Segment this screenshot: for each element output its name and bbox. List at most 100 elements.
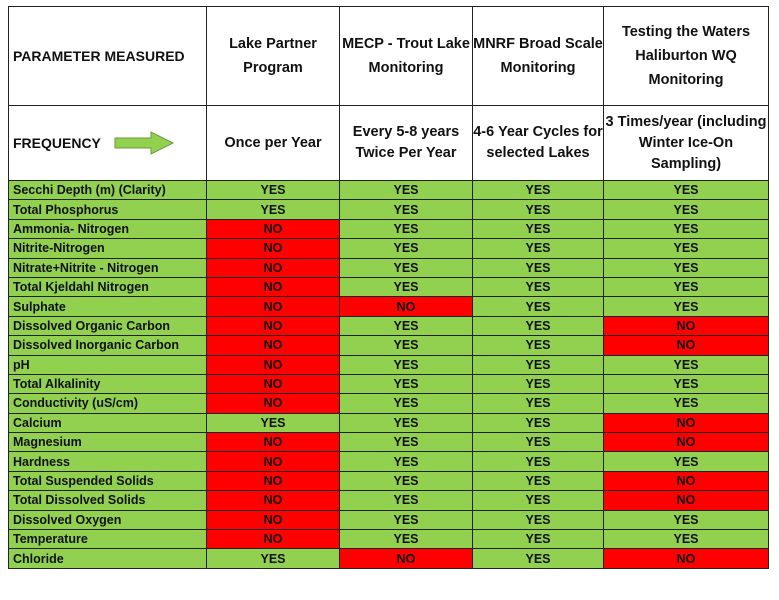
header-row: PARAMETER MEASURED Lake Partner Program …	[8, 6, 769, 106]
frequency-label-cell: FREQUENCY	[8, 105, 207, 181]
yes-cell: YES	[603, 509, 769, 531]
table-body: PARAMETER MEASURED Lake Partner Program …	[8, 6, 769, 569]
yes-cell: YES	[339, 199, 473, 220]
yes-cell: YES	[472, 393, 604, 414]
table-row: Total Kjeldahl Nitrogen NO YES YES YES	[8, 276, 769, 298]
table-row: Magnesium NO YES YES NO	[8, 432, 769, 453]
table-row: Dissolved Inorganic Carbon NO YES YES NO	[8, 335, 769, 356]
parameter-name: Total Kjeldahl Nitrogen	[8, 276, 207, 298]
yes-cell: YES	[339, 335, 473, 356]
parameter-name: Hardness	[8, 451, 207, 472]
parameter-name: pH	[8, 354, 207, 375]
no-cell: NO	[603, 315, 769, 337]
yes-cell: YES	[339, 412, 473, 434]
yes-cell: YES	[472, 490, 604, 511]
parameter-name: Ammonia- Nitrogen	[8, 218, 207, 240]
table-row: Calcium YES YES YES NO	[8, 412, 769, 434]
parameter-name: Nitrite-Nitrogen	[8, 238, 207, 259]
program-header: Testing the Waters Haliburton WQ Monitor…	[603, 6, 769, 106]
parameter-name: Conductivity (uS/cm)	[8, 393, 207, 414]
parameter-name: Secchi Depth (m) (Clarity)	[8, 179, 207, 201]
yes-cell: YES	[339, 218, 473, 240]
frequency-value: Once per Year	[206, 105, 340, 181]
yes-cell: YES	[603, 257, 769, 278]
yes-cell: YES	[472, 470, 604, 492]
table-row: Nitrate+Nitrite - Nitrogen NO YES YES YES	[8, 257, 769, 278]
monitoring-table: PARAMETER MEASURED Lake Partner Program …	[8, 6, 769, 569]
yes-cell: YES	[603, 354, 769, 375]
no-cell: NO	[603, 470, 769, 492]
yes-cell: YES	[472, 529, 604, 550]
yes-cell: YES	[339, 373, 473, 395]
yes-cell: YES	[603, 373, 769, 395]
yes-cell: YES	[472, 373, 604, 395]
yes-cell: YES	[603, 451, 769, 472]
no-cell: NO	[339, 296, 473, 317]
yes-cell: YES	[339, 276, 473, 298]
no-cell: NO	[206, 490, 340, 511]
program-header: MNRF Broad Scale Monitoring	[472, 6, 604, 106]
parameter-header: PARAMETER MEASURED	[8, 6, 207, 106]
yes-cell: YES	[472, 451, 604, 472]
table-row: Chloride YES NO YES NO	[8, 548, 769, 569]
frequency-value: 4-6 Year Cycles for selected Lakes	[472, 105, 604, 181]
table-row: Secchi Depth (m) (Clarity) YES YES YES YES	[8, 179, 769, 201]
table-row: Temperature NO YES YES YES	[8, 529, 769, 550]
no-cell: NO	[603, 412, 769, 434]
table-row: Hardness NO YES YES YES	[8, 451, 769, 472]
yes-cell: YES	[472, 296, 604, 317]
yes-cell: YES	[603, 296, 769, 317]
no-cell: NO	[206, 238, 340, 259]
frequency-label: FREQUENCY	[13, 134, 101, 151]
table-row: Conductivity (uS/cm) NO YES YES YES	[8, 393, 769, 414]
no-cell: NO	[339, 548, 473, 569]
yes-cell: YES	[472, 218, 604, 240]
yes-cell: YES	[472, 335, 604, 356]
parameter-name: Magnesium	[8, 432, 207, 453]
yes-cell: YES	[339, 354, 473, 375]
parameter-name: Temperature	[8, 529, 207, 550]
table-row: pH NO YES YES YES	[8, 354, 769, 375]
table-row: Total Suspended Solids NO YES YES NO	[8, 470, 769, 492]
no-cell: NO	[206, 509, 340, 531]
program-header: Lake Partner Program	[206, 6, 340, 106]
no-cell: NO	[206, 451, 340, 472]
yes-cell: YES	[339, 432, 473, 453]
yes-cell: YES	[339, 451, 473, 472]
yes-cell: YES	[339, 470, 473, 492]
parameter-name: Calcium	[8, 412, 207, 434]
table-row: Total Phosphorus YES YES YES YES	[8, 199, 769, 220]
table-row: Sulphate NO NO YES YES	[8, 296, 769, 317]
no-cell: NO	[603, 490, 769, 511]
parameter-name: Total Phosphorus	[8, 199, 207, 220]
table-row: Total Alkalinity NO YES YES YES	[8, 373, 769, 395]
no-cell: NO	[206, 335, 340, 356]
yes-cell: YES	[472, 548, 604, 569]
yes-cell: YES	[472, 257, 604, 278]
parameter-name: Total Dissolved Solids	[8, 490, 207, 511]
yes-cell: YES	[339, 509, 473, 531]
yes-cell: YES	[472, 179, 604, 201]
yes-cell: YES	[339, 238, 473, 259]
no-cell: NO	[603, 548, 769, 569]
no-cell: NO	[206, 354, 340, 375]
table-row: Total Dissolved Solids NO YES YES NO	[8, 490, 769, 511]
yes-cell: YES	[339, 315, 473, 337]
no-cell: NO	[206, 529, 340, 550]
table-row: Dissolved Oxygen NO YES YES YES	[8, 509, 769, 531]
parameter-name: Total Suspended Solids	[8, 470, 207, 492]
yes-cell: YES	[472, 276, 604, 298]
no-cell: NO	[206, 315, 340, 337]
no-cell: NO	[206, 393, 340, 414]
no-cell: NO	[603, 335, 769, 356]
no-cell: NO	[206, 276, 340, 298]
yes-cell: YES	[206, 179, 340, 201]
program-header: MECP - Trout Lake Monitoring	[339, 6, 473, 106]
yes-cell: YES	[603, 218, 769, 240]
yes-cell: YES	[339, 257, 473, 278]
parameter-name: Total Alkalinity	[8, 373, 207, 395]
yes-cell: YES	[339, 179, 473, 201]
no-cell: NO	[206, 373, 340, 395]
yes-cell: YES	[339, 393, 473, 414]
parameter-name: Dissolved Inorganic Carbon	[8, 335, 207, 356]
